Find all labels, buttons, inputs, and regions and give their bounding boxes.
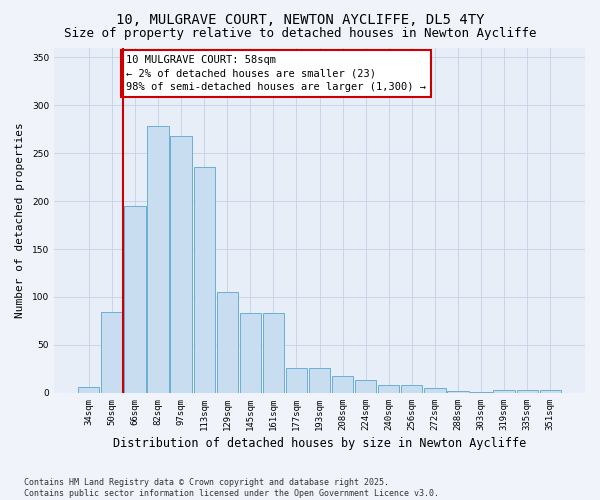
Bar (401, 386, 422, 393)
Bar (332, 376, 353, 393)
Bar (309, 368, 330, 393)
Bar (170, 136, 192, 393)
Bar (148, 126, 169, 393)
Bar (448, 391, 469, 393)
Bar (239, 314, 261, 393)
Bar (78, 387, 100, 393)
Bar (217, 292, 238, 393)
Bar (101, 312, 122, 393)
Bar (378, 386, 400, 393)
Bar (263, 314, 284, 393)
Bar (355, 380, 376, 393)
Bar (517, 390, 538, 393)
Text: 10 MULGRAVE COURT: 58sqm
← 2% of detached houses are smaller (23)
98% of semi-de: 10 MULGRAVE COURT: 58sqm ← 2% of detache… (126, 55, 426, 92)
Bar (424, 388, 446, 393)
Text: Size of property relative to detached houses in Newton Aycliffe: Size of property relative to detached ho… (64, 28, 536, 40)
Bar (539, 390, 561, 393)
X-axis label: Distribution of detached houses by size in Newton Aycliffe: Distribution of detached houses by size … (113, 437, 526, 450)
Text: 10, MULGRAVE COURT, NEWTON AYCLIFFE, DL5 4TY: 10, MULGRAVE COURT, NEWTON AYCLIFFE, DL5… (116, 12, 484, 26)
Bar (493, 390, 515, 393)
Bar (286, 368, 307, 393)
Text: Contains HM Land Registry data © Crown copyright and database right 2025.
Contai: Contains HM Land Registry data © Crown c… (24, 478, 439, 498)
Y-axis label: Number of detached properties: Number of detached properties (15, 122, 25, 318)
Bar (470, 392, 491, 393)
Bar (124, 206, 146, 393)
Bar (194, 168, 215, 393)
